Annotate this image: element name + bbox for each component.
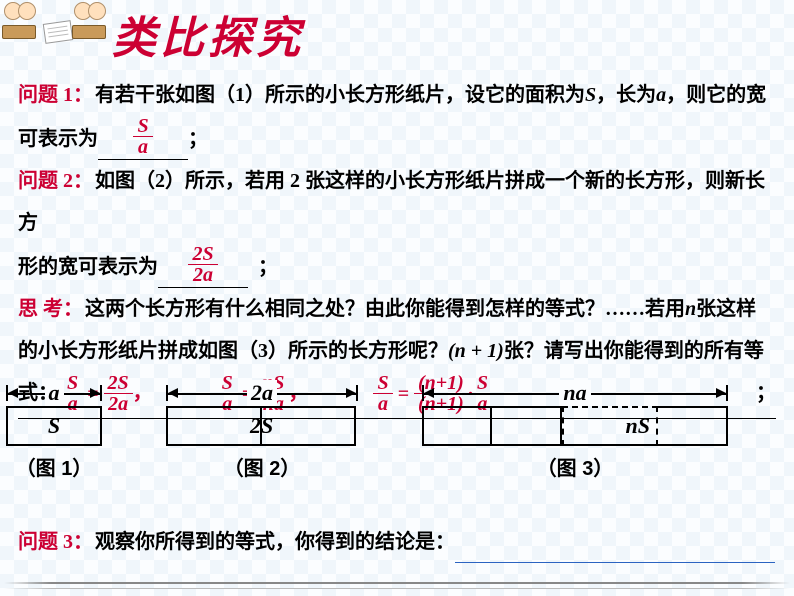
fig3-cell-2: nS <box>562 406 658 446</box>
fig1-dim: a <box>6 380 102 406</box>
figure-3: na nS （图 3） <box>422 380 728 481</box>
fig2-rect: 2S <box>166 406 358 446</box>
header: 类比探究 <box>0 0 794 62</box>
problem-1: 问题 1：有若干张如图（1）所示的小长方形纸片，设它的面积为S，长为a，则它的宽 <box>18 74 776 116</box>
fig2-dim: 2a <box>166 380 358 406</box>
p3-text: 观察你所得到的等式，你得到的结论是： <box>95 531 455 553</box>
think-1: 思 考：这两个长方形有什么相同之处？由此你能得到怎样的等式？……若用n张这样 <box>18 288 776 330</box>
p3-label: 问题 3： <box>18 531 93 553</box>
p2-text-a: 如图（2）所示，若用 2 张这样的小长方形纸片拼成一个新的长方形，则新长方 <box>18 170 765 234</box>
fig2-cell-0 <box>166 406 262 446</box>
p1-tail: ； <box>188 128 208 150</box>
fig3-caption: （图 3） <box>422 452 728 481</box>
figure-2: 2a 2S （图 2） <box>166 380 358 481</box>
p1-mid2: ，则它的宽 <box>666 84 766 106</box>
fig2-cell-1: 2S <box>260 406 356 446</box>
doodle-left <box>2 2 38 39</box>
doodle-mid <box>44 18 72 42</box>
p1-label: 问题 1： <box>18 84 93 106</box>
fig3-cell-3 <box>658 406 728 446</box>
fig3-rect: nS <box>422 406 728 446</box>
p2-answer-underline: 2S2a <box>158 244 248 288</box>
p2-answer-frac: 2S2a <box>188 244 217 285</box>
fig1-cell: S <box>6 406 102 446</box>
problem-2: 问题 2：如图（2）所示，若用 2 张这样的小长方形纸片拼成一个新的长方形，则新… <box>18 160 776 244</box>
problem-2b: 形的宽可表示为 2S2a ； <box>18 244 776 288</box>
think-l1b: 张这样 <box>696 298 756 320</box>
diagrams-row: a S （图 1） 2a 2S （图 2） na nS （图 3） <box>6 380 788 481</box>
p1-answer-underline: Sa <box>98 116 188 160</box>
think-2: 的小长方形纸片拼成如图（3）所示的长方形呢？(n + 1)张？请写出你能得到的所… <box>18 330 776 372</box>
doodle-right <box>72 2 108 39</box>
p1-text-b: 可表示为 <box>18 128 98 150</box>
p2-label: 问题 2： <box>18 170 93 192</box>
fig1-rect: S <box>6 406 102 446</box>
problem-3: 问题 3：观察你所得到的等式，你得到的结论是： <box>18 520 776 563</box>
think-n: n <box>685 298 696 320</box>
fig1-caption: （图 1） <box>6 452 102 481</box>
p1-var-a: a <box>656 84 666 106</box>
footer-divider <box>4 582 790 584</box>
fig2-caption: （图 2） <box>166 452 358 481</box>
content: 问题 1：有若干张如图（1）所示的小长方形纸片，设它的面积为S，长为a，则它的宽… <box>18 74 776 419</box>
page-title: 类比探究 <box>112 2 304 66</box>
p2-text-b: 形的宽可表示为 <box>18 256 158 278</box>
problem-1b: 可表示为 Sa ； <box>18 116 776 160</box>
p1-var-S: S <box>585 84 596 106</box>
think-label: 思 考： <box>18 298 83 320</box>
p2-tail: ； <box>258 256 278 278</box>
fig3-dim: na <box>422 380 728 406</box>
figure-1: a S （图 1） <box>6 380 102 481</box>
fig3-cell-1 <box>492 406 562 446</box>
think-l2a: 的小长方形纸片拼成如图（3）所示的长方形呢？ <box>18 340 448 362</box>
think-expr: (n + 1) <box>448 340 504 362</box>
think-l2b: 张？请写出你能得到的所有等 <box>504 340 764 362</box>
p1-answer-frac: Sa <box>133 116 152 157</box>
think-l1: 这两个长方形有什么相同之处？由此你能得到怎样的等式？……若用 <box>85 298 685 320</box>
fig3-cell-0 <box>422 406 492 446</box>
p1-mid1: ，长为 <box>596 84 656 106</box>
p3-blank <box>455 520 775 563</box>
p1-text-a: 有若干张如图（1）所示的小长方形纸片，设它的面积为 <box>95 84 585 106</box>
